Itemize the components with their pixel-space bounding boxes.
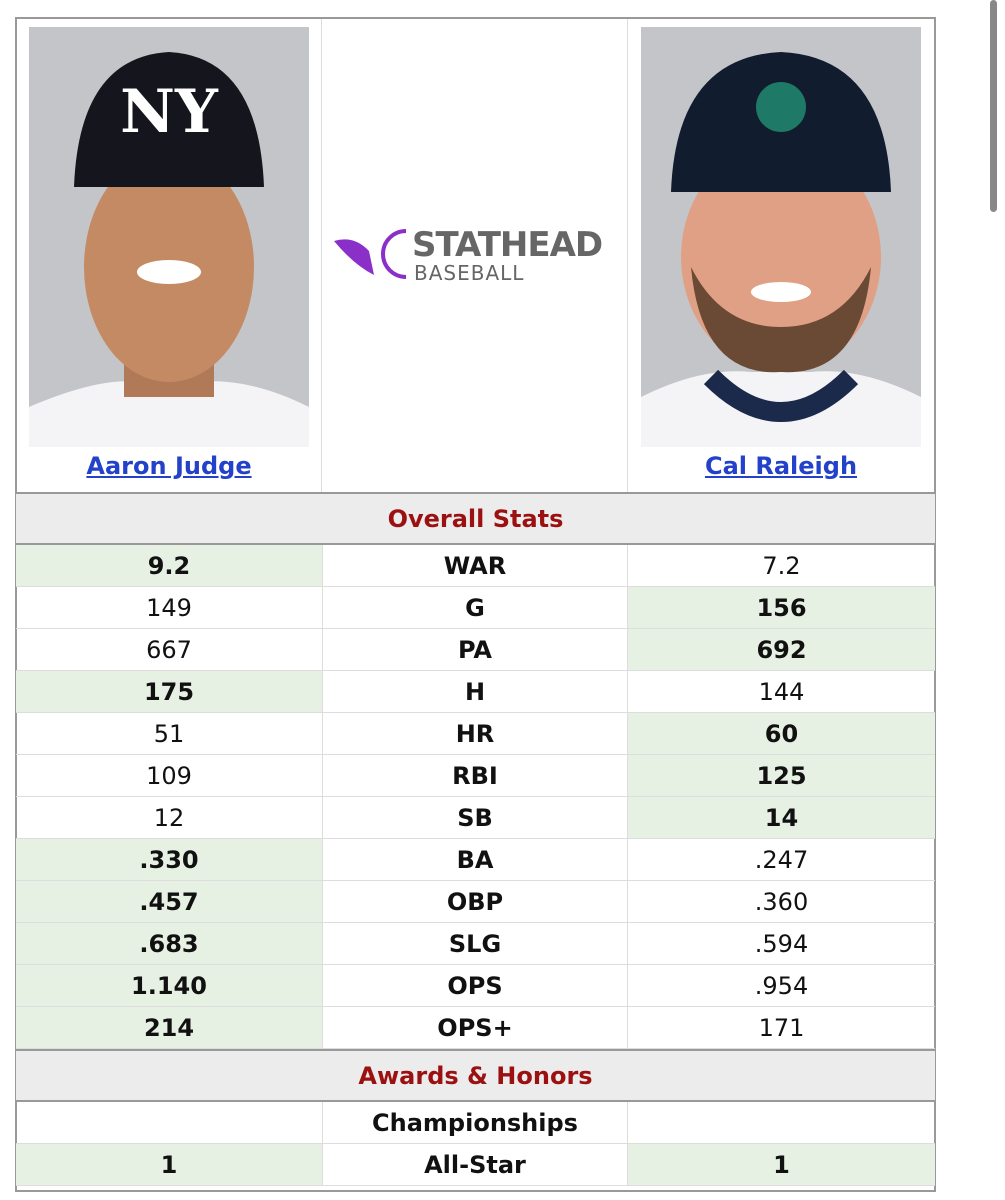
stat-value: .330 [16, 839, 322, 881]
logo-mark [334, 229, 407, 279]
section-header: Awards & Honors [16, 1049, 935, 1102]
stat-value: 144 [628, 671, 935, 713]
stat-value: 12 [16, 797, 322, 839]
stat-value: 1 [628, 1144, 935, 1186]
stat-value: 171 [628, 1007, 935, 1049]
stat-value: 149 [16, 587, 322, 629]
divider [627, 19, 628, 492]
logo: STATHEAD BASEBALL [334, 225, 624, 285]
stat-label: BA [322, 839, 628, 881]
stat-value: 214 [16, 1007, 322, 1049]
stat-value: 60 [628, 713, 935, 755]
divider [321, 19, 322, 492]
stat-value: .457 [16, 881, 322, 923]
stat-label: WAR [322, 545, 628, 587]
stat-value: 14 [628, 797, 935, 839]
stat-value: 692 [628, 629, 935, 671]
stat-label: OBP [322, 881, 628, 923]
stat-value: .683 [16, 923, 322, 965]
stat-value: .360 [628, 881, 935, 923]
stat-value: 175 [16, 671, 322, 713]
stat-label: H [322, 671, 628, 713]
stat-value: 9.2 [16, 545, 322, 587]
stat-value: .594 [628, 923, 935, 965]
stat-label: Championships [322, 1102, 628, 1144]
player-photo: NY [29, 27, 309, 447]
stat-value [628, 1102, 935, 1144]
scrollbar[interactable] [990, 0, 997, 212]
stat-value: 667 [16, 629, 322, 671]
stat-label: OPS+ [322, 1007, 628, 1049]
player-name-link[interactable]: Cal Raleigh [704, 452, 858, 480]
logo-text: STATHEAD [412, 225, 603, 265]
stat-label: SB [322, 797, 628, 839]
stat-label: All-Star [322, 1144, 628, 1186]
stat-value [16, 1102, 322, 1144]
player-name-link[interactable]: Aaron Judge [86, 452, 252, 480]
stat-label: HR [322, 713, 628, 755]
stat-value: 1.140 [16, 965, 322, 1007]
stat-label: SLG [322, 923, 628, 965]
stat-label: PA [322, 629, 628, 671]
table-frame [15, 17, 936, 1192]
stat-value: 156 [628, 587, 935, 629]
stat-value: 109 [16, 755, 322, 797]
stat-value: 7.2 [628, 545, 935, 587]
stat-value: 51 [16, 713, 322, 755]
section-header: Overall Stats [16, 492, 935, 545]
stat-label: OPS [322, 965, 628, 1007]
player-photo [641, 27, 921, 447]
svg-text:NY: NY [120, 77, 219, 147]
stat-label: RBI [322, 755, 628, 797]
stat-value: .954 [628, 965, 935, 1007]
stat-label: G [322, 587, 628, 629]
stat-value: 125 [628, 755, 935, 797]
stat-value: .247 [628, 839, 935, 881]
logo-text: BASEBALL [414, 261, 525, 285]
stat-value: 1 [16, 1144, 322, 1186]
